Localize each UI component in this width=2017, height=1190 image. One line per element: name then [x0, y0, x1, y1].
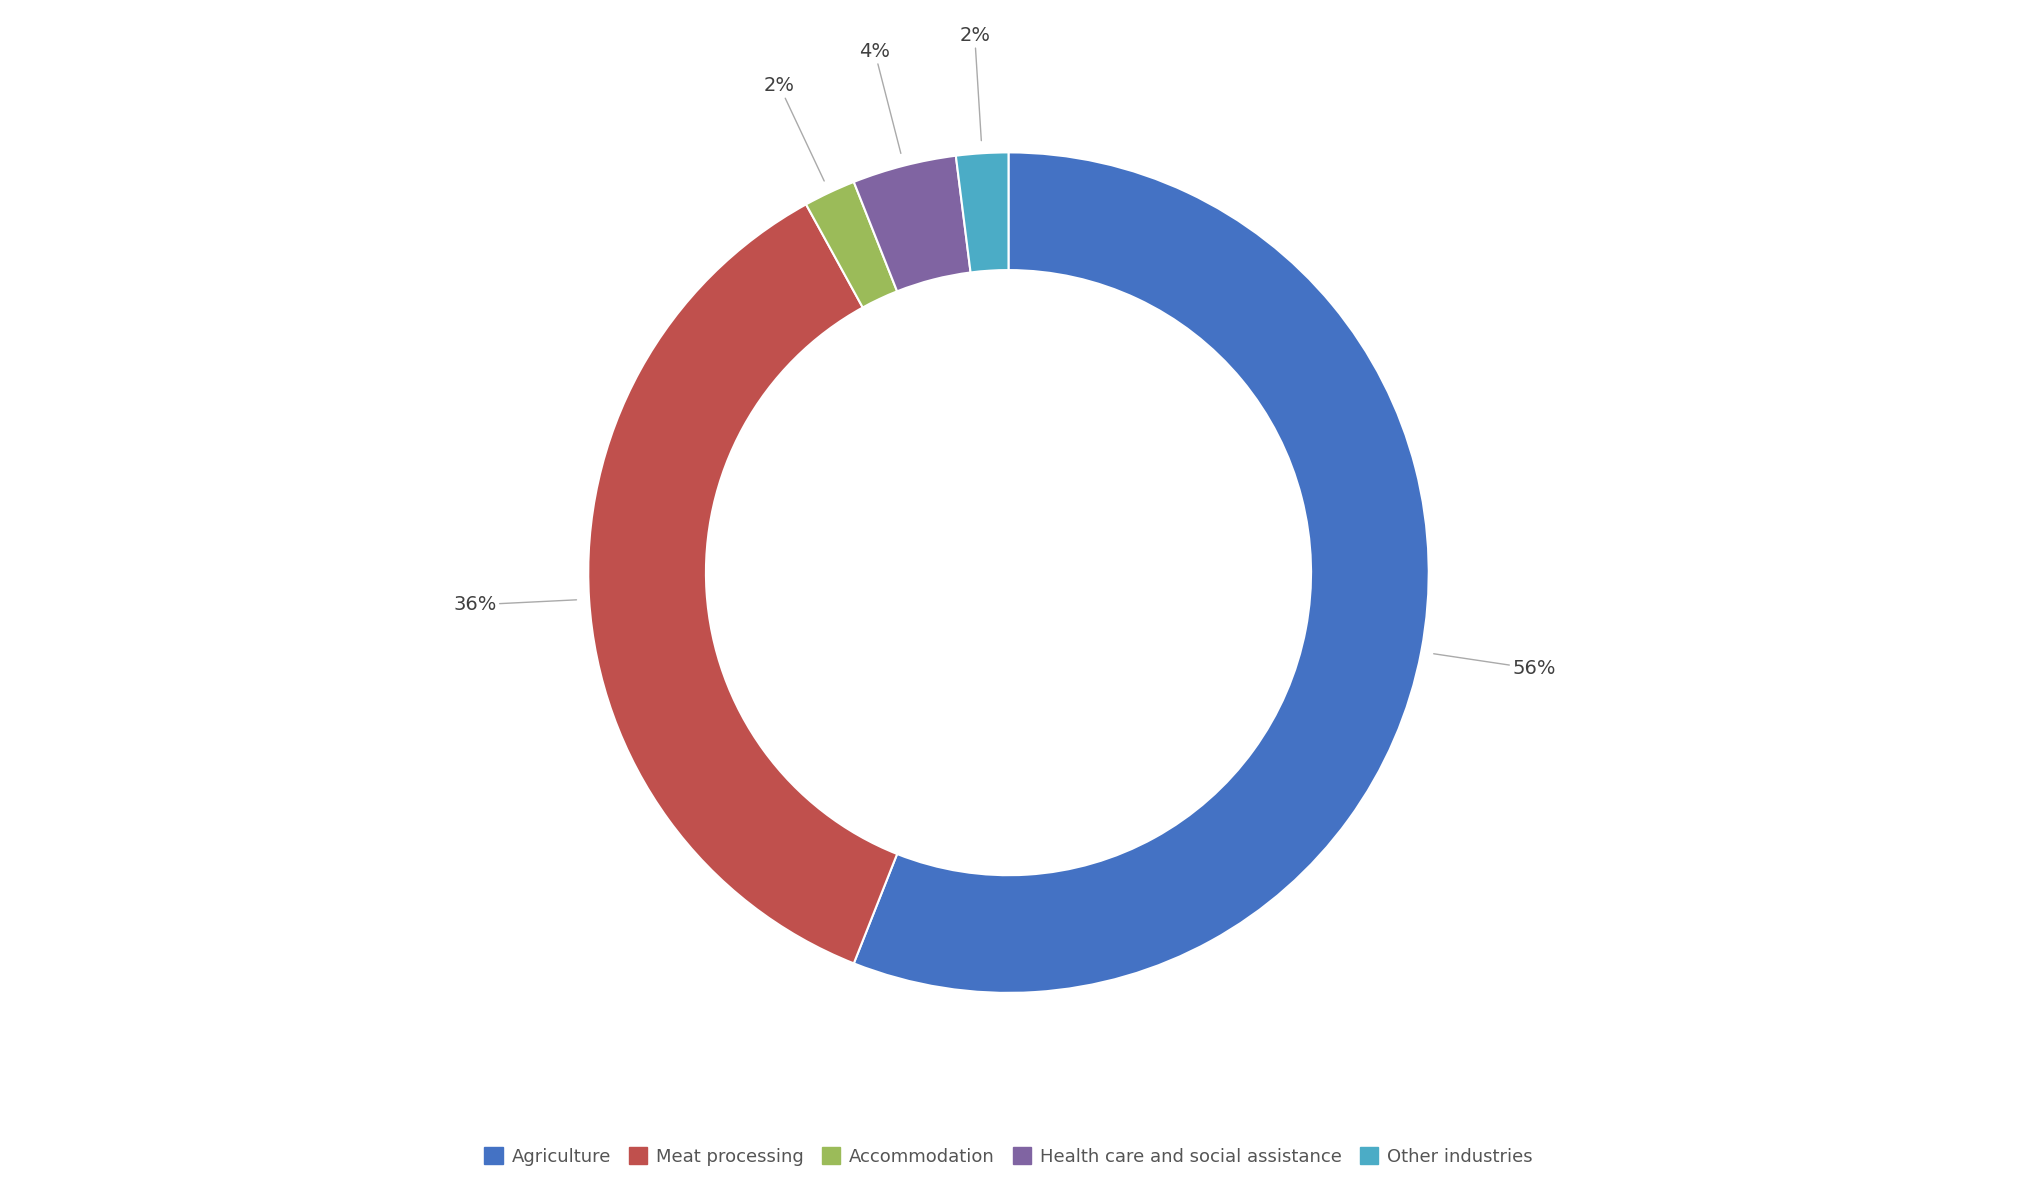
Legend: Agriculture, Meat processing, Accommodation, Health care and social assistance, : Agriculture, Meat processing, Accommodat… [478, 1140, 1539, 1173]
Wedge shape [853, 156, 970, 292]
Text: 2%: 2% [960, 26, 990, 140]
Text: 4%: 4% [859, 42, 902, 154]
Wedge shape [853, 152, 1428, 992]
Text: 36%: 36% [454, 595, 577, 614]
Text: 2%: 2% [764, 76, 825, 181]
Text: 56%: 56% [1434, 653, 1555, 678]
Wedge shape [807, 182, 898, 307]
Wedge shape [589, 205, 898, 964]
Wedge shape [956, 152, 1008, 273]
